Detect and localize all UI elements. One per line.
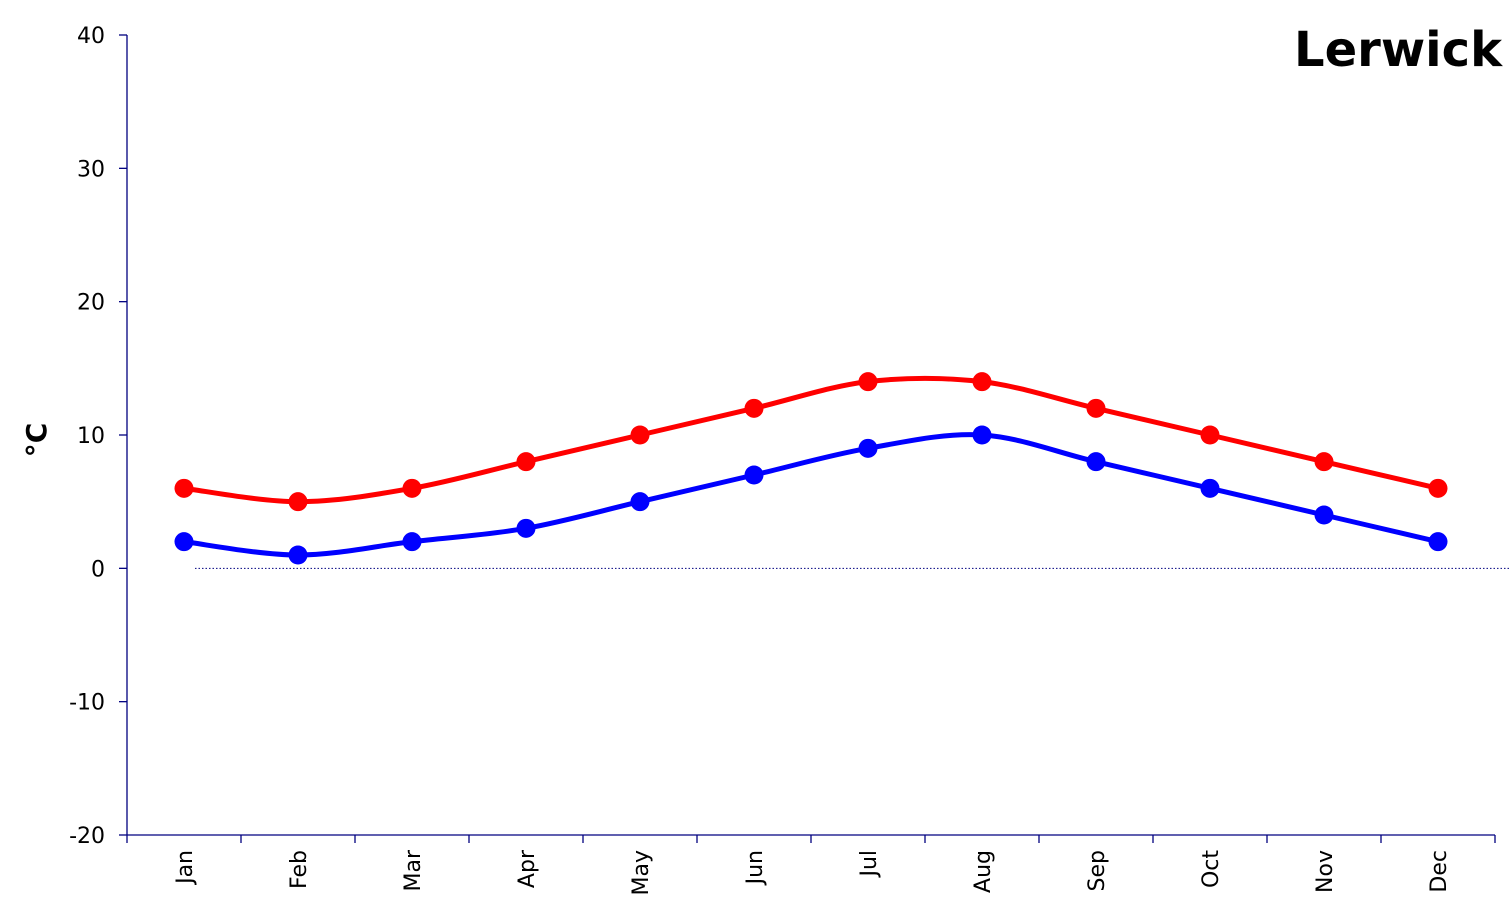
data-point: [858, 438, 878, 458]
x-tick-label: Mar: [401, 849, 426, 891]
data-point: [288, 545, 308, 565]
data-point: [1314, 505, 1334, 525]
x-tick-label: Jan: [173, 850, 198, 886]
data-point: [174, 478, 194, 498]
data-point: [516, 518, 536, 538]
data-point: [630, 425, 650, 445]
data-point: [858, 372, 878, 392]
data-point: [972, 425, 992, 445]
data-point: [744, 465, 764, 485]
y-tick-label: -10: [69, 691, 105, 716]
y-tick-label: 20: [77, 291, 105, 316]
data-point: [174, 532, 194, 552]
series-line: [183, 432, 1439, 558]
data-point: [630, 492, 650, 512]
x-tick-label: Sep: [1085, 850, 1110, 891]
x-tick-label: Feb: [287, 850, 312, 889]
x-tick-label: Jun: [743, 850, 768, 886]
data-point: [516, 452, 536, 472]
x-tick-label: Aug: [971, 850, 996, 893]
data-point: [1428, 532, 1448, 552]
data-point: [402, 532, 422, 552]
x-tick-label: Oct: [1199, 850, 1224, 888]
axes: 40 30 20 10 0 -10 -20 Jan Feb Mar Apr May Jun Jul Aug S…: [69, 24, 1510, 895]
x-tick-label: May: [629, 850, 654, 895]
data-point: [972, 372, 992, 392]
x-tick-label: Jul: [857, 850, 882, 879]
x-tick-label: Apr: [515, 849, 540, 888]
series-line: [183, 375, 1439, 505]
data-point: [1086, 398, 1106, 418]
data-point: [288, 492, 308, 512]
y-axis-label: °C: [20, 423, 53, 458]
y-tick-label: -20: [69, 824, 105, 849]
y-tick-label: 40: [77, 24, 105, 49]
data-point: [1314, 452, 1334, 472]
x-tick-label: Dec: [1427, 850, 1452, 893]
data-point: [1428, 478, 1448, 498]
y-tick-label: 30: [77, 157, 105, 182]
data-point: [1200, 478, 1220, 498]
series-1: [174, 425, 1448, 565]
data-point: [744, 398, 764, 418]
data-point: [402, 478, 422, 498]
series-layer: [174, 372, 1448, 565]
data-point: [1200, 425, 1220, 445]
y-tick-label: 10: [77, 424, 105, 449]
y-tick-label: 0: [91, 557, 105, 582]
series-0: [174, 372, 1448, 512]
chart-title: Lerwick: [1294, 22, 1503, 78]
data-point: [1086, 452, 1106, 472]
x-tick-label: Nov: [1313, 850, 1338, 893]
